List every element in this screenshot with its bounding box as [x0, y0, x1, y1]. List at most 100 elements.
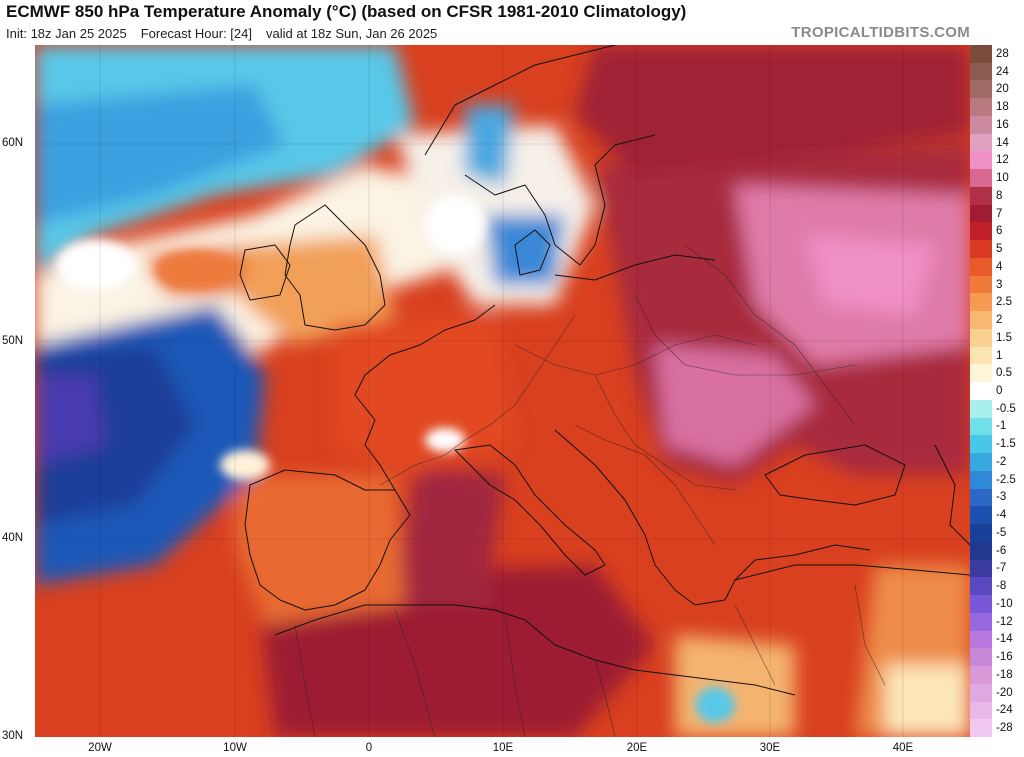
lon-label-20e: 20E	[626, 742, 648, 754]
legend-swatch	[970, 541, 992, 561]
legend-label: -3	[996, 491, 1007, 504]
legend-label: 8	[996, 189, 1003, 202]
legend-label: -1	[996, 420, 1007, 433]
lat-label-30n: 30N	[2, 730, 24, 742]
lon-label-30e: 30E	[759, 742, 781, 754]
legend-swatch	[970, 417, 992, 436]
lon-label-0: 0	[365, 742, 373, 754]
legend-swatch	[970, 453, 992, 472]
legend-label: -18	[996, 668, 1013, 681]
anomaly-map	[35, 45, 970, 737]
legend-swatch	[970, 719, 992, 738]
legend-swatch	[970, 488, 992, 507]
legend-swatch	[970, 435, 992, 454]
legend-swatch	[970, 62, 992, 81]
legend-swatch	[970, 399, 992, 419]
legend-swatch	[970, 577, 992, 596]
legend-label: 3	[996, 278, 1003, 291]
brand-watermark: TROPICALTIDBITS.COM	[791, 24, 970, 41]
legend-label: -12	[996, 615, 1013, 628]
legend-label: -24	[996, 704, 1013, 717]
legend-label: 5	[996, 243, 1003, 256]
lon-label-20w: 20W	[88, 742, 112, 754]
legend-swatch	[970, 240, 992, 259]
legend-swatch	[970, 275, 992, 294]
lon-label-40e: 40E	[892, 742, 914, 754]
legend-swatch	[970, 470, 992, 490]
legend-label: 28	[996, 47, 1009, 60]
anomaly-map-svg	[35, 45, 970, 737]
anomaly-field	[35, 45, 970, 737]
legend-label: -4	[996, 509, 1007, 522]
legend-swatch	[970, 98, 992, 117]
legend-label: -16	[996, 651, 1013, 664]
legend-swatch	[970, 612, 992, 632]
legend-swatch	[970, 311, 992, 330]
legend-label: -6	[996, 544, 1007, 557]
legend-label: -7	[996, 562, 1007, 575]
lat-label-40n: 40N	[2, 532, 24, 544]
legend-label: 20	[996, 83, 1009, 96]
legend-label: -28	[996, 722, 1013, 735]
legend-swatch	[970, 346, 992, 365]
legend-label: 6	[996, 225, 1003, 238]
lat-label-60n: 60N	[2, 137, 24, 149]
legend-label: 1	[996, 349, 1003, 362]
lon-label-10w: 10W	[223, 742, 247, 754]
valid-time: valid at 18z Sun, Jan 26 2025	[265, 26, 438, 41]
lon-label-10e: 10E	[492, 742, 514, 754]
legend-swatch	[970, 115, 992, 135]
legend-swatch	[970, 257, 992, 277]
legend-swatch	[970, 328, 992, 348]
legend-label: -5	[996, 526, 1007, 539]
legend-swatch	[970, 666, 992, 685]
legend-label: 10	[996, 172, 1009, 185]
legend-label: -2	[996, 455, 1007, 468]
legend-swatch	[970, 151, 992, 170]
legend-swatch	[970, 524, 992, 543]
legend-label: 12	[996, 154, 1009, 167]
legend-swatch	[970, 701, 992, 720]
map-title: ECMWF 850 hPa Temperature Anomaly (°C) (…	[6, 2, 687, 21]
legend-label: 7	[996, 207, 1003, 220]
legend-swatch	[970, 648, 992, 667]
anomaly-detail	[55, 195, 735, 723]
legend-label: 2	[996, 314, 1003, 327]
legend-swatch	[970, 186, 992, 206]
legend-swatch	[970, 630, 992, 649]
country-borders	[294, 244, 886, 737]
lat-label-50n: 50N	[2, 335, 24, 347]
legend-swatch	[970, 293, 992, 312]
legend-swatch	[970, 133, 992, 152]
init-time: Init: 18z Jan 25 2025	[6, 26, 127, 41]
legend-label: -0.5	[996, 402, 1016, 415]
legend-swatch	[970, 364, 992, 383]
legend-label: 0.5	[996, 367, 1012, 380]
legend-label: 14	[996, 136, 1009, 149]
legend-label: 24	[996, 65, 1009, 78]
legend-label: -1.5	[996, 438, 1016, 451]
legend-swatch	[970, 683, 992, 702]
legend-swatch	[970, 559, 992, 578]
legend-label: 0	[996, 385, 1003, 397]
legend-label: -20	[996, 686, 1013, 699]
legend-swatch	[970, 45, 992, 64]
coastlines	[239, 45, 970, 696]
legend-swatch	[970, 506, 992, 525]
legend-label: -14	[996, 633, 1013, 646]
legend-label: -10	[996, 597, 1013, 610]
legend-swatch	[970, 222, 992, 241]
legend-label: 1.5	[996, 331, 1012, 344]
forecast-hour: Forecast Hour: [24]	[140, 26, 252, 41]
legend-label: 18	[996, 101, 1009, 114]
color-legend: 28 24 20 18 16 14 12 10 8 7 6 5 4 3 2.5 2 1.5 1 0.5 0 -0.5 -1…	[970, 45, 1024, 738]
legend-label: -2.5	[996, 473, 1016, 486]
legend-swatch	[970, 595, 992, 614]
legend-swatch	[970, 169, 992, 188]
graticule	[35, 45, 970, 737]
legend-label: 4	[996, 260, 1003, 273]
legend-swatch	[970, 382, 992, 401]
legend-swatch	[970, 80, 992, 99]
legend-label: 16	[996, 118, 1009, 131]
legend-swatch	[970, 204, 992, 223]
